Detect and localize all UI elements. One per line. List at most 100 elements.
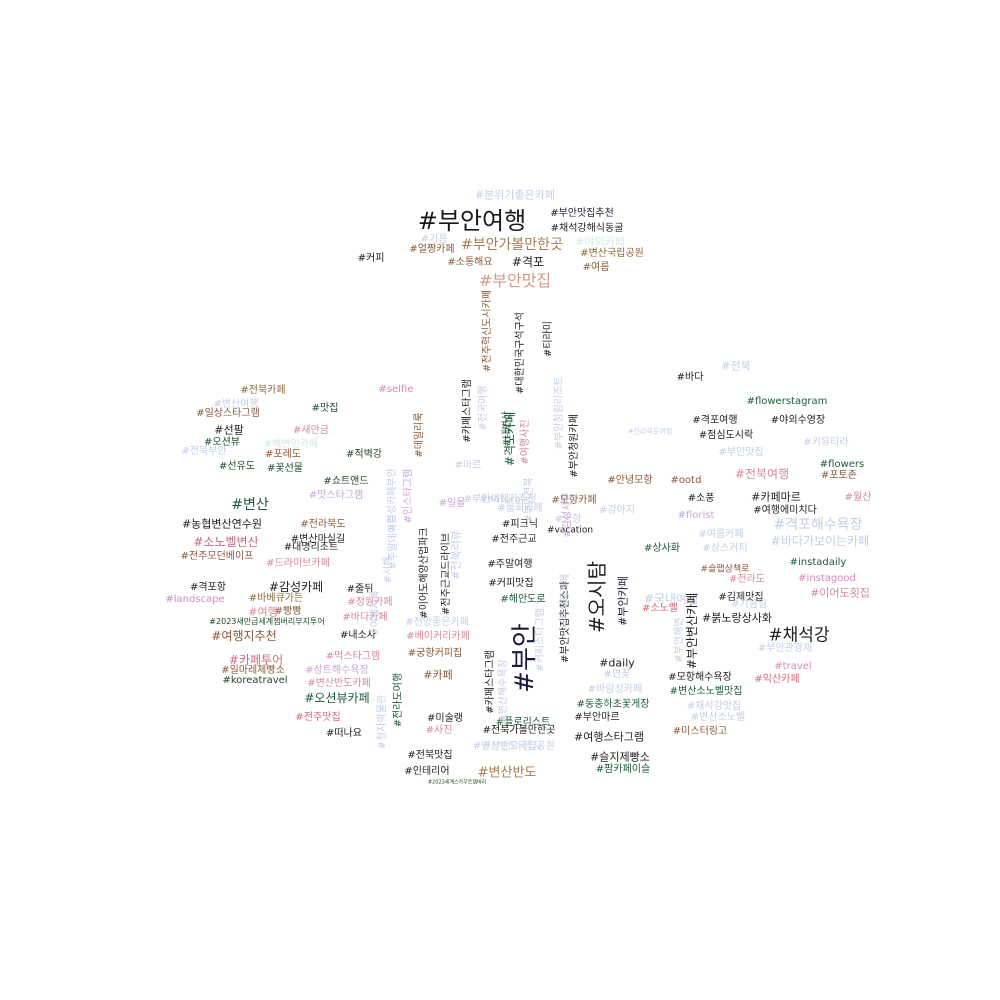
word-cloud-term: #커피스타그램 [535, 608, 546, 672]
word-cloud-term: #선팔 [214, 423, 244, 437]
word-cloud-term: #마르 [454, 460, 482, 471]
word-cloud-term: #궁항커피집 [407, 648, 463, 659]
word-cloud-term: #사진 [425, 725, 453, 736]
word-cloud-term: #전망좋은카페 [405, 617, 469, 628]
word-cloud-term: #떠나요 [326, 728, 362, 739]
word-cloud-term: #미스터링고 [672, 726, 728, 737]
word-cloud-term: #바다카페 [342, 612, 388, 623]
word-cloud-term: #쇼트앤드 [323, 476, 369, 487]
word-cloud-term: #채석강해식동굴 [550, 223, 624, 234]
word-cloud-term: #카페투어 [228, 653, 284, 667]
word-cloud-term: #전주모던베이프 [180, 551, 254, 562]
word-cloud-term: #flowers [819, 459, 865, 470]
word-cloud-term: #점심도시락 [698, 430, 754, 441]
word-cloud-term: #슬지제빵소 [590, 750, 650, 764]
word-cloud-term: #변산여행 [213, 399, 259, 410]
word-cloud-term: #피크닉 [502, 519, 538, 530]
word-cloud-term: #인테리어 [404, 766, 450, 777]
word-cloud-term: #오션뷰카페 [304, 691, 370, 705]
word-cloud-term: #여행기록 [370, 590, 381, 636]
word-cloud-term: #해안도로 [500, 594, 546, 605]
word-cloud-term: #ootd [670, 475, 702, 486]
word-cloud-term: #야외카페 [575, 235, 625, 249]
word-cloud-term: #바다가보이는카페 [770, 534, 870, 548]
word-cloud-term: #감성사진 [562, 492, 573, 538]
word-cloud-term: #일마레제빵소 [221, 665, 285, 676]
word-cloud-term: #오션뷰 [204, 437, 240, 448]
word-cloud-term: #2023새만금세계잼버리부지투어 [209, 617, 325, 626]
word-cloud-term: #월산 [844, 492, 872, 503]
word-cloud-term: #먹스타그램 [325, 651, 381, 662]
word-cloud-term: #부안여행지 [482, 739, 542, 753]
word-cloud-term: #landscape [165, 594, 225, 605]
word-cloud-term: #국내여행 [643, 592, 699, 606]
word-cloud-term: #감성카페 [268, 580, 324, 594]
word-cloud-term: #여름카페 [698, 529, 744, 540]
word-cloud-term: #붉노랑상사화 [702, 611, 772, 625]
word-cloud-term: #커피 [357, 253, 385, 264]
word-cloud-term: #소노벨변산 [193, 535, 259, 549]
word-cloud-term: #instagood [798, 573, 856, 584]
word-cloud-term: #내소사 [340, 630, 376, 641]
word-cloud-term: #바베큐가든 [248, 593, 304, 604]
word-cloud-term: #소통해요 [447, 257, 493, 268]
word-cloud-term: #전북여행 [734, 467, 790, 481]
word-cloud-term: #전주근교드라이브 [441, 533, 452, 615]
word-cloud-term: #여행지추천 [211, 629, 277, 643]
word-cloud-term: #격포여행 [692, 415, 738, 426]
word-cloud-term: #부안카페 [616, 576, 630, 626]
word-cloud-term: #격포해수욕장 [773, 517, 863, 533]
word-cloud-term: #소노벨 [642, 603, 678, 614]
word-cloud-term: #야외수영장 [770, 415, 826, 426]
word-cloud-term: #베이커리카페 [406, 631, 470, 642]
word-cloud-term: #daily [599, 656, 635, 670]
word-cloud-term: #포레도 [265, 449, 301, 460]
word-cloud-term: #부안청원카페 [569, 414, 580, 478]
word-cloud-term: #격포항 [190, 582, 226, 593]
word-cloud-term: #부안청림리조트 [554, 376, 565, 450]
word-cloud-term: #전북맛집 [407, 750, 453, 761]
word-cloud-term: #익산카페 [754, 674, 800, 685]
word-cloud-term: #전라북도 [300, 519, 346, 530]
word-cloud-term: #전주혁신도시카페 [482, 290, 493, 372]
word-cloud-term: #부안맛집 [478, 271, 552, 290]
word-cloud-term: #주말여행 [487, 559, 533, 570]
word-cloud-term: #전라도 [729, 574, 765, 585]
word-cloud-term: #여행스타그램 [574, 730, 644, 744]
word-cloud-term: #맛스타그램 [308, 490, 364, 501]
word-cloud-term: #모항해수욕장 [668, 672, 732, 683]
word-cloud-term: #florist [677, 510, 715, 521]
word-cloud-term: #변산 [231, 497, 269, 513]
word-cloud-term: #이어도해양산업파크 [419, 527, 430, 619]
word-cloud-term: #적벽강 [346, 449, 382, 460]
word-cloud-term: #전북 [721, 359, 751, 373]
word-cloud-term: #소풍 [687, 493, 715, 504]
word-cloud-term: #instadaily [789, 557, 847, 568]
word-cloud-term: #일상스타그램 [196, 408, 260, 419]
word-cloud-term: #얼짱카페 [409, 244, 455, 255]
word-cloud-term: #안녕모항 [607, 475, 653, 486]
word-cloud-term: #전북가볼만한곳 [482, 725, 556, 736]
word-cloud-term: #격포카페 [503, 411, 517, 467]
word-cloud-term: #변산반도 [477, 765, 537, 781]
word-cloud-term: #이어도횟집 [810, 586, 870, 600]
word-cloud-term: #koreatravel [222, 675, 288, 686]
word-cloud-term: #상사화 [644, 543, 680, 554]
word-cloud-term: #vacation [546, 525, 594, 536]
word-cloud-term: #부안해변 [674, 617, 685, 663]
word-cloud-term: #여름 [582, 262, 610, 273]
word-cloud-term: #여행에미치다 [753, 505, 817, 516]
word-cloud-term: #natura [479, 494, 521, 505]
word-cloud-term: #변산반도국립공원 [473, 741, 555, 752]
word-cloud-term: #빵빵 [274, 606, 302, 617]
word-cloud-term: #대한민국구석구석 [515, 312, 526, 394]
word-cloud-term: #모항카페 [551, 495, 597, 506]
word-cloud-term: #변산국립공원 [580, 248, 644, 259]
word-cloud-term: #줄뒤 [346, 584, 374, 595]
word-cloud-term: #부안여행 [417, 207, 527, 235]
word-cloud-term: #데일리룩 [414, 412, 425, 458]
word-cloud-term: #오시탐 [585, 561, 609, 633]
word-cloud-term: #flowerstagram [746, 396, 828, 407]
word-cloud-term: #서해 [383, 556, 394, 584]
word-cloud-term: #travel [774, 661, 812, 672]
